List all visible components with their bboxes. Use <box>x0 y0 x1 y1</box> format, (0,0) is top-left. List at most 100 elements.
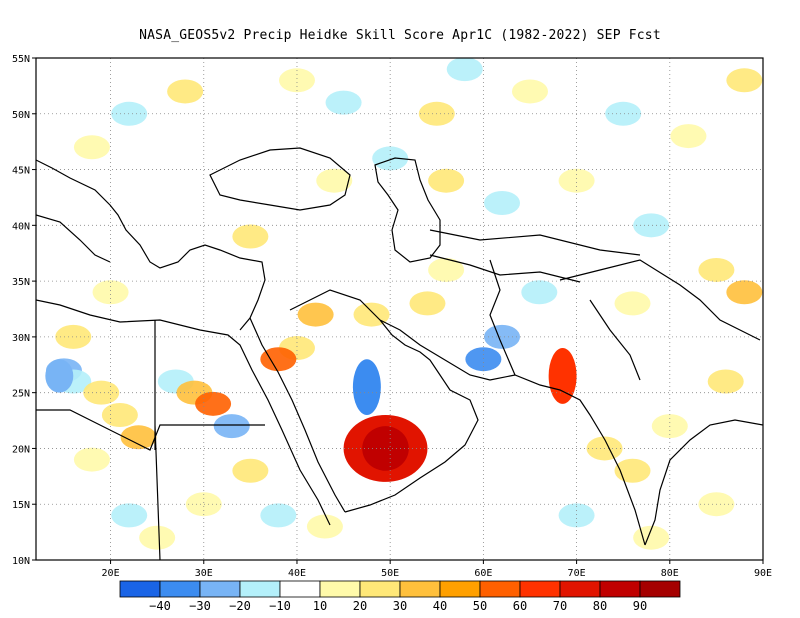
field-patch <box>558 503 595 528</box>
field-patch <box>726 68 763 93</box>
y-tick-label: 45N <box>12 166 30 177</box>
african-borders <box>36 409 265 451</box>
x-tick-label: 30E <box>195 568 213 579</box>
plot-frame <box>35 57 764 561</box>
colorbar-swatch <box>519 580 561 598</box>
kazakh-border <box>429 229 641 256</box>
field-patch <box>511 79 548 104</box>
persian-gulf-iran-india-coast <box>379 319 646 546</box>
colorbar-label: −30 <box>189 599 211 613</box>
field-patch <box>484 324 521 349</box>
field-patch <box>670 124 707 149</box>
colorbar-label: 70 <box>553 599 567 613</box>
red-sea-east-coast <box>249 317 346 513</box>
field-patch <box>698 257 735 282</box>
iran-afghan-border <box>489 259 516 376</box>
y-tick-label: 35N <box>12 277 30 288</box>
field-patch <box>167 79 204 104</box>
field-patch <box>605 101 642 126</box>
black-sea-coast <box>209 147 351 211</box>
colorbar-label: 40 <box>433 599 447 613</box>
field-patch <box>297 302 334 327</box>
field-patch <box>111 503 148 528</box>
field-patch <box>213 414 250 439</box>
y-tick-label: 55N <box>12 54 30 65</box>
y-tick-label: 15N <box>12 500 30 511</box>
coastlines-and-borders <box>36 147 763 560</box>
colorbar-label: 60 <box>513 599 527 613</box>
x-tick-label: 70E <box>568 568 586 579</box>
colorbar-swatch <box>599 580 641 598</box>
colorbar-label: 30 <box>393 599 407 613</box>
field-patch <box>614 458 651 483</box>
colorbar-swatch <box>439 580 481 598</box>
x-tick-label: 50E <box>381 568 399 579</box>
colorbar-label: 10 <box>313 599 327 613</box>
himalaya-border <box>559 259 761 341</box>
pakistan-india-border <box>589 299 641 381</box>
field-patch <box>633 213 670 238</box>
colorbar-swatch <box>319 580 361 598</box>
field-patch <box>316 168 353 193</box>
map-title: NASA_GEOS5v2 Precip Heidke Skill Score A… <box>139 28 661 43</box>
field-patch <box>726 280 763 305</box>
field-patch <box>278 68 315 93</box>
field-patch <box>428 168 465 193</box>
field-patch <box>614 291 651 316</box>
field-patch <box>260 503 297 528</box>
colorbar-swatch <box>399 580 441 598</box>
field-patch <box>55 324 92 349</box>
field-patch <box>521 280 558 305</box>
colorbar-swatch <box>199 580 241 598</box>
colorbar: −40 −30 −20 −10 10 20 30 40 50 60 70 80 90 <box>119 580 681 613</box>
red-sea-west-coast <box>36 299 331 526</box>
colorbar-swatch <box>159 580 201 598</box>
y-tick-label: 50N <box>12 110 30 121</box>
iraq-saudi-border <box>289 289 381 321</box>
libya-sudan-border <box>154 320 161 560</box>
field-patch <box>353 302 390 327</box>
colorbar-label: 20 <box>353 599 367 613</box>
y-axis-ticks: 10N 15N 20N 25N 30N 35N 40N 45N 50N 55N <box>12 54 36 567</box>
caspian-sea-coast <box>374 157 441 263</box>
field-region <box>352 359 381 415</box>
field-patch <box>195 391 232 416</box>
central-asia-border <box>429 254 581 283</box>
field-patch <box>446 58 483 82</box>
field-patch <box>558 168 595 193</box>
field-patch <box>465 347 502 372</box>
y-tick-label: 30N <box>12 333 30 344</box>
field-patch <box>111 101 148 126</box>
plot-background <box>36 58 763 560</box>
field-patch <box>92 280 129 305</box>
field-patch <box>73 135 110 160</box>
colorbar-swatch <box>239 580 281 598</box>
colorbar-swatch <box>559 580 601 598</box>
y-tick-label: 10N <box>12 556 30 567</box>
field-region <box>45 359 74 393</box>
field-patch <box>325 90 362 115</box>
field-patch <box>139 525 176 550</box>
field-patch <box>232 458 269 483</box>
field-patch <box>409 291 446 316</box>
colorbar-label: 90 <box>633 599 647 613</box>
field-patch <box>260 347 297 372</box>
colorbar-label: −10 <box>269 599 291 613</box>
field-patch <box>73 447 110 472</box>
x-axis-ticks: 20E 30E 40E 50E 60E 70E 80E 90E <box>102 560 772 579</box>
field-patch <box>428 257 465 282</box>
colorbar-label: 50 <box>473 599 487 613</box>
bay-of-bengal-coast <box>644 419 763 546</box>
colorbar-swatch <box>359 580 401 598</box>
italy-coast <box>36 214 111 263</box>
colorbar-swatch <box>479 580 521 598</box>
colorbar-swatch <box>639 580 681 598</box>
field-patch <box>707 369 744 394</box>
field-patch <box>232 224 269 249</box>
colorbar-label: −40 <box>149 599 171 613</box>
y-tick-label: 25N <box>12 389 30 400</box>
field-region <box>362 426 409 471</box>
x-tick-label: 90E <box>754 568 772 579</box>
y-tick-label: 40N <box>12 221 30 232</box>
